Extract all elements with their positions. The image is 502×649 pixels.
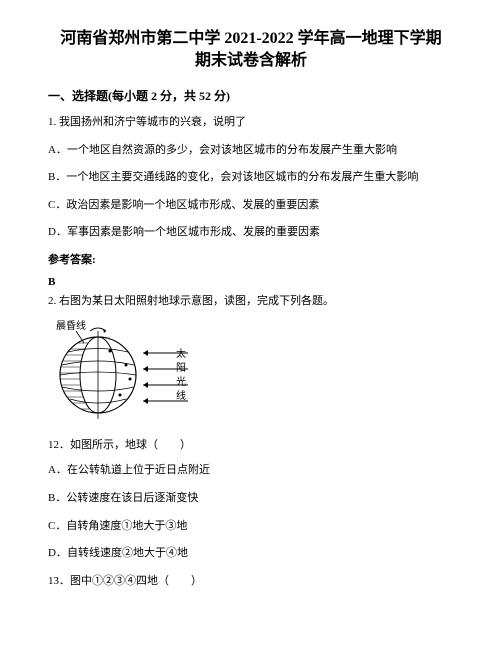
- q1-option-b: B．一个地区主要交通线路的变化，会对该地区城市的分布发展产生重大影响: [48, 169, 454, 187]
- answer-value: B: [48, 274, 454, 292]
- q12-option-a: A．在公转轨道上位于近日点附近: [48, 462, 454, 480]
- sun-label-3: 光: [176, 375, 186, 388]
- q12-option-c: C．自转角速度①地大于③地: [48, 518, 454, 536]
- title-line-1: 河南省郑州市第二中学 2021-2022 学年高一地理下学期: [48, 28, 454, 50]
- sun-label-1: 太: [176, 347, 186, 360]
- section-header: 一、选择题(每小题 2 分，共 52 分): [48, 87, 454, 106]
- earth-svg: 晨昏线 太 阳 光 线: [48, 317, 198, 427]
- q1-option-d: D．军事因素是影响一个地区城市形成、发展的重要因素: [48, 224, 454, 242]
- q2-stem: 2. 右图为某日太阳照射地球示意图，读图，完成下列各题。: [48, 293, 454, 311]
- q12-option-d: D．自转线速度②地大于④地: [48, 545, 454, 563]
- sun-label-4: 线: [176, 389, 186, 402]
- answer-label: 参考答案:: [48, 252, 454, 270]
- title-line-2: 期末试卷含解析: [48, 50, 454, 72]
- q1-option-c: C．政治因素是影响一个地区城市形成、发展的重要因素: [48, 197, 454, 215]
- q12-stem: 12．如图所示，地球（ ）: [48, 437, 454, 455]
- q12-option-b: B．公转速度在该日后逐渐变快: [48, 490, 454, 508]
- q13-stem: 13．图中①②③④四地（ ）: [48, 573, 454, 591]
- earth-diagram: 晨昏线 太 阳 光 线: [48, 317, 454, 427]
- q1-stem: 1. 我国扬州和济宁等城市的兴衰，说明了: [48, 114, 454, 132]
- sun-label-2: 阳: [176, 362, 186, 374]
- q1-option-a: A．一个地区自然资源的多少，会对该地区城市的分布发展产生重大影响: [48, 142, 454, 160]
- exam-title: 河南省郑州市第二中学 2021-2022 学年高一地理下学期 期末试卷含解析: [48, 28, 454, 73]
- terminator-label: 晨昏线: [56, 319, 86, 332]
